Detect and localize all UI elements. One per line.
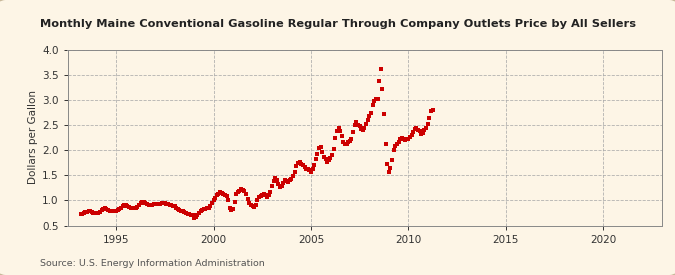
Text: Source: U.S. Energy Information Administration: Source: U.S. Energy Information Administ… xyxy=(40,259,265,268)
Y-axis label: Dollars per Gallon: Dollars per Gallon xyxy=(28,90,38,185)
Text: Monthly Maine Conventional Gasoline Regular Through Company Outlets Price by All: Monthly Maine Conventional Gasoline Regu… xyxy=(40,19,635,29)
